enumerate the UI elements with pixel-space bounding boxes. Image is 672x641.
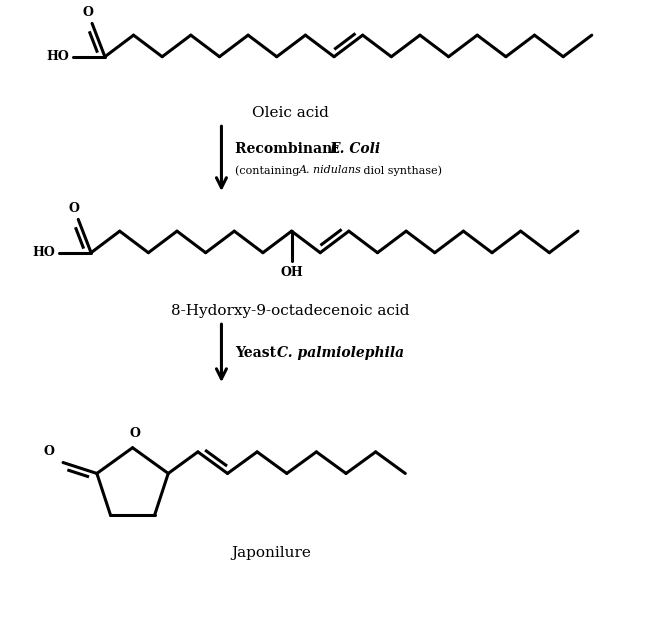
Text: diol synthase): diol synthase) <box>360 165 442 176</box>
Text: (containing: (containing <box>235 165 303 176</box>
Text: C. palmiolephila: C. palmiolephila <box>277 346 404 360</box>
Text: O: O <box>44 445 54 458</box>
Text: 8-Hydorxy-9-octadecenoic acid: 8-Hydorxy-9-octadecenoic acid <box>171 304 410 318</box>
Text: O: O <box>69 203 80 215</box>
Text: Japonilure: Japonilure <box>231 545 310 560</box>
Text: HO: HO <box>33 246 56 259</box>
Text: HO: HO <box>46 50 69 63</box>
Text: Oleic acid: Oleic acid <box>252 106 329 120</box>
Text: OH: OH <box>280 267 303 279</box>
Text: Yeast: Yeast <box>235 346 281 360</box>
Text: E. Coli: E. Coli <box>329 142 380 156</box>
Text: O: O <box>129 427 140 440</box>
Text: O: O <box>83 6 93 19</box>
Text: A. nidulans: A. nidulans <box>298 165 362 176</box>
Text: Recombinant: Recombinant <box>235 142 344 156</box>
